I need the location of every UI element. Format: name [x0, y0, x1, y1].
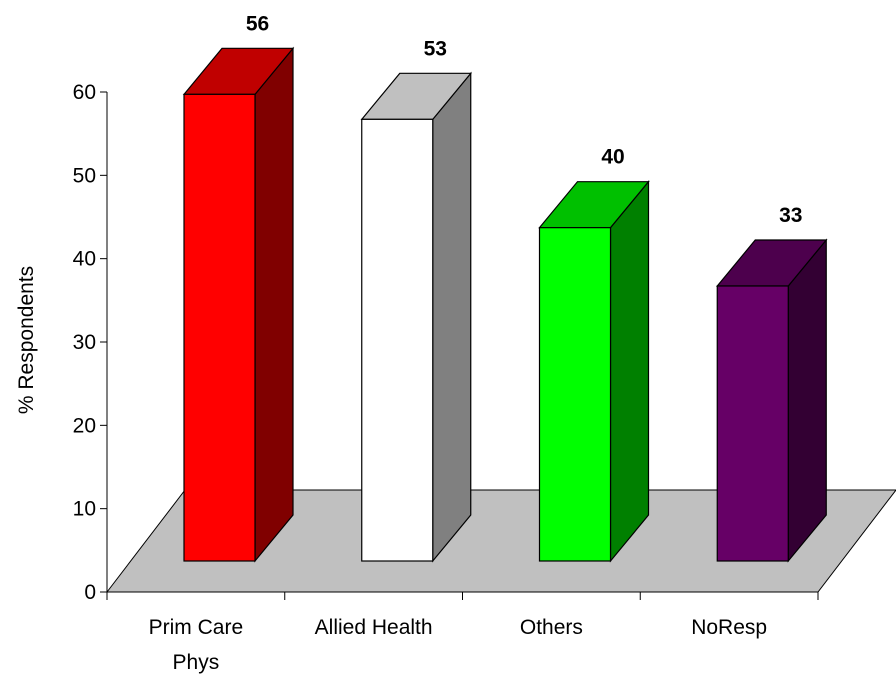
- data-label: 40: [601, 146, 624, 169]
- y-tick-label: 60: [73, 81, 96, 104]
- category-label: Phys: [173, 651, 220, 674]
- category-label: Allied Health: [315, 616, 433, 639]
- category-label: Others: [520, 616, 583, 639]
- y-tick-label: 10: [73, 498, 96, 521]
- bar-side: [432, 71, 472, 563]
- bar-side: [609, 179, 650, 563]
- y-axis: 0 10 20 30 40 50 60: [73, 81, 108, 604]
- y-axis-title: % Respondents: [15, 266, 38, 414]
- data-label: 33: [779, 204, 802, 227]
- y-tick-label: 30: [73, 331, 96, 354]
- bar-side: [254, 46, 294, 563]
- bar: [538, 179, 650, 563]
- bar-front: [716, 285, 789, 562]
- bar-side: [787, 238, 827, 563]
- data-label: 53: [424, 37, 447, 60]
- category-labels: Prim Care Phys Allied Health Others NoResp: [149, 616, 767, 674]
- data-label: 56: [246, 12, 269, 35]
- y-tick-label: 40: [73, 248, 96, 271]
- category-label: Prim Care: [149, 616, 244, 639]
- bars: [182, 46, 828, 563]
- bar-front: [361, 118, 434, 562]
- category-label: NoResp: [691, 616, 767, 639]
- bar: [360, 71, 473, 563]
- y-tick-label: 0: [84, 581, 96, 604]
- y-tick-label: 50: [73, 164, 96, 187]
- bar-front: [538, 227, 612, 562]
- bar: [182, 46, 295, 563]
- bar: [715, 238, 828, 563]
- x-axis: [106, 591, 819, 600]
- bar-front: [183, 93, 256, 562]
- y-tick-label: 20: [73, 414, 96, 437]
- data-labels: 56 53 40 33: [246, 12, 803, 227]
